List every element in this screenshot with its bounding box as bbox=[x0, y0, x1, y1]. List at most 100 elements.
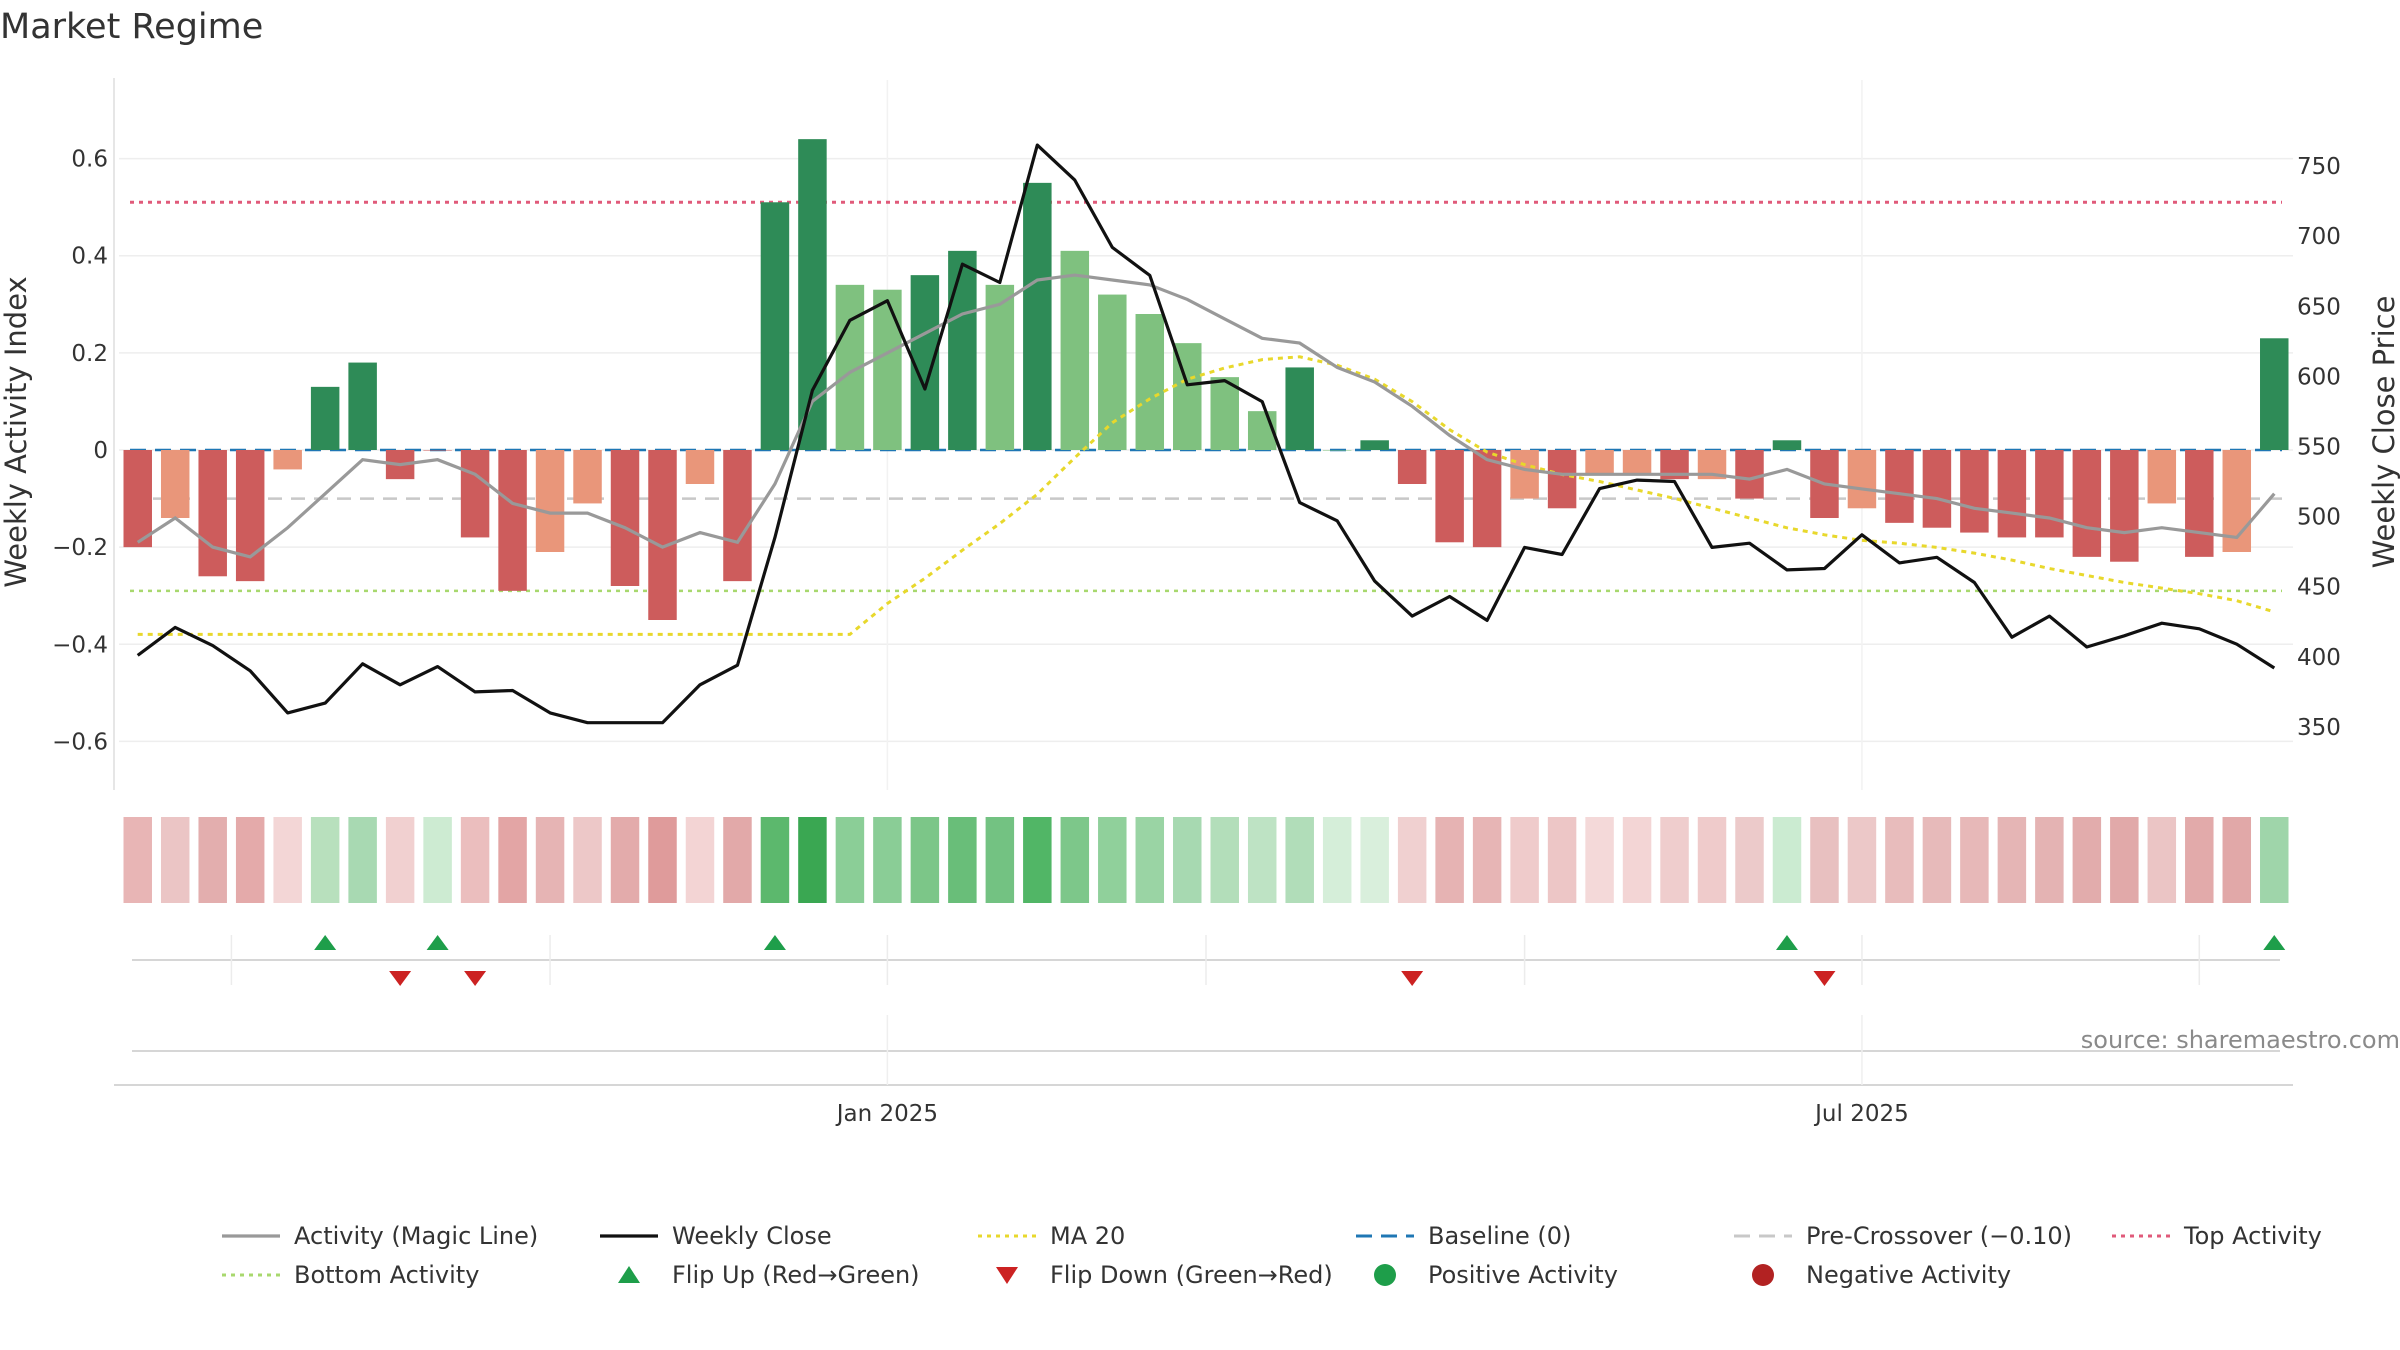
regime-cell bbox=[610, 817, 640, 903]
regime-cell bbox=[1060, 817, 1090, 903]
legend: Activity (Magic Line) Weekly Close MA 20 Ba… bbox=[222, 1222, 2322, 1289]
regime-cell bbox=[948, 817, 977, 903]
legend-label: MA 20 bbox=[1050, 1222, 1125, 1250]
activity-bar bbox=[1397, 450, 1427, 484]
activity-bar bbox=[535, 450, 565, 552]
activity-bar bbox=[1997, 450, 2027, 538]
regime-cell bbox=[1585, 817, 1614, 903]
activity-bar bbox=[2185, 450, 2214, 557]
legend-item: Positive Activity bbox=[1374, 1261, 1618, 1289]
activity-bar bbox=[1360, 440, 1389, 450]
activity-bar bbox=[1960, 450, 1989, 533]
regime-cell bbox=[1885, 817, 1914, 903]
activity-bar bbox=[123, 450, 152, 548]
regime-cell bbox=[1135, 817, 1165, 903]
activity-bar bbox=[423, 450, 452, 451]
regime-cell bbox=[1922, 817, 1952, 903]
regime-cell bbox=[160, 817, 190, 903]
legend-swatch bbox=[618, 1266, 640, 1283]
regime-cell bbox=[198, 817, 227, 903]
right-tick-label: 600 bbox=[2297, 364, 2341, 390]
legend-item: Pre-Crossover (−0.10) bbox=[1734, 1222, 2072, 1250]
activity-bar bbox=[610, 450, 640, 586]
regime-cell bbox=[648, 817, 677, 903]
activity-bar bbox=[1510, 450, 1539, 499]
regime-cell bbox=[723, 817, 752, 903]
right-tick-label: 650 bbox=[2297, 294, 2341, 320]
legend-label: Flip Up (Red→Green) bbox=[672, 1261, 920, 1289]
left-axis-label: Weekly Activity Index bbox=[0, 276, 33, 587]
regime-cell bbox=[1435, 817, 1464, 903]
regime-cell bbox=[573, 817, 602, 903]
activity-bar bbox=[1585, 450, 1614, 475]
regime-cell bbox=[1098, 817, 1127, 903]
activity-bar bbox=[460, 450, 490, 538]
regime-cell bbox=[835, 817, 865, 903]
activity-bar bbox=[1060, 250, 1090, 450]
x-tick-label: Jan 2025 bbox=[835, 1101, 938, 1127]
flip-down-marker bbox=[1401, 971, 1424, 986]
regime-cell bbox=[873, 817, 902, 903]
regime-strip bbox=[123, 817, 2289, 903]
regime-cell bbox=[1810, 817, 1839, 903]
regime-cell bbox=[535, 817, 565, 903]
regime-cell bbox=[1285, 817, 1314, 903]
right-tick-label: 500 bbox=[2297, 505, 2341, 531]
regime-cell bbox=[1697, 817, 1727, 903]
activity-bar bbox=[1885, 450, 1914, 523]
flip-up-marker bbox=[1775, 935, 1798, 950]
regime-cell bbox=[235, 817, 265, 903]
axes: 0.6 0.4 0.2 0 −0.2 −0.4 −0.6 750 700 650 600 550 500… bbox=[52, 78, 2341, 790]
legend-swatch bbox=[1752, 1264, 1774, 1286]
regime-cell bbox=[2185, 817, 2214, 903]
legend-label: Pre-Crossover (−0.10) bbox=[1806, 1222, 2072, 1250]
flip-down-marker bbox=[389, 971, 412, 986]
activity-bar bbox=[1023, 182, 1052, 450]
legend-item: Negative Activity bbox=[1752, 1261, 2011, 1289]
left-tick-label: 0.4 bbox=[71, 244, 108, 270]
legend-label: Flip Down (Green→Red) bbox=[1050, 1261, 1333, 1289]
legend-label: Bottom Activity bbox=[294, 1261, 479, 1289]
activity-bar bbox=[1622, 450, 1652, 475]
right-tick-label: 450 bbox=[2297, 575, 2341, 601]
activity-bar bbox=[1735, 450, 1764, 499]
activity-bar bbox=[235, 450, 265, 582]
activity-bar bbox=[573, 450, 602, 504]
activity-bar bbox=[1135, 314, 1165, 450]
regime-cell bbox=[2072, 817, 2102, 903]
activity-bar bbox=[1322, 450, 1352, 451]
regime-cell bbox=[348, 817, 377, 903]
regime-cell bbox=[1472, 817, 1502, 903]
x-tick-label: Jul 2025 bbox=[1813, 1101, 1909, 1127]
regime-cell bbox=[498, 817, 527, 903]
flip-down-marker bbox=[464, 971, 487, 986]
legend-item: Activity (Magic Line) bbox=[222, 1222, 538, 1250]
regime-cell bbox=[1997, 817, 2027, 903]
activity-bar bbox=[873, 289, 902, 450]
legend-label: Positive Activity bbox=[1428, 1261, 1618, 1289]
regime-cell bbox=[1772, 817, 1802, 903]
right-tick-label: 350 bbox=[2297, 715, 2341, 741]
activity-bar bbox=[2147, 450, 2177, 504]
regime-cell bbox=[310, 817, 340, 903]
left-tick-label: −0.2 bbox=[52, 535, 108, 561]
regime-cell bbox=[1510, 817, 1539, 903]
legend-label: Baseline (0) bbox=[1428, 1222, 1571, 1250]
left-tick-label: −0.4 bbox=[52, 632, 108, 658]
legend-swatch bbox=[996, 1267, 1018, 1284]
activity-bar bbox=[1285, 367, 1314, 450]
activity-bar bbox=[348, 362, 377, 450]
source-note: source: sharemaestro.com bbox=[2081, 1026, 2400, 1054]
activity-bar bbox=[273, 450, 302, 470]
regime-cell bbox=[1210, 817, 1239, 903]
regime-cell bbox=[423, 817, 452, 903]
right-axis-label: Weekly Close Price bbox=[2367, 296, 2400, 569]
activity-bar bbox=[1435, 450, 1464, 543]
flip-up-marker bbox=[426, 935, 449, 950]
regime-cell bbox=[985, 817, 1015, 903]
regime-cell bbox=[910, 817, 940, 903]
regime-cell bbox=[798, 817, 827, 903]
regime-cell bbox=[1735, 817, 1764, 903]
